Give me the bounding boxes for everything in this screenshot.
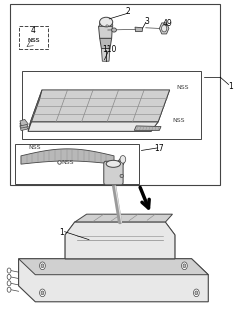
Circle shape: [183, 264, 186, 268]
Polygon shape: [100, 38, 112, 49]
Text: 49: 49: [163, 20, 173, 28]
Text: 110: 110: [102, 45, 116, 54]
Ellipse shape: [120, 174, 123, 178]
Polygon shape: [30, 90, 170, 122]
Polygon shape: [18, 259, 208, 302]
Circle shape: [40, 262, 45, 270]
Circle shape: [7, 268, 11, 273]
Text: 3: 3: [145, 17, 150, 26]
Circle shape: [182, 262, 187, 270]
Polygon shape: [151, 90, 170, 131]
Circle shape: [7, 281, 11, 286]
Polygon shape: [28, 90, 42, 131]
Text: NSS: NSS: [27, 38, 40, 43]
FancyBboxPatch shape: [18, 26, 48, 50]
Text: NSS: NSS: [61, 160, 74, 165]
Ellipse shape: [100, 17, 113, 27]
Circle shape: [41, 264, 44, 268]
Text: 1: 1: [228, 82, 233, 91]
Text: NSS: NSS: [28, 145, 41, 150]
Circle shape: [7, 287, 11, 292]
Text: NSS: NSS: [27, 38, 40, 43]
Polygon shape: [75, 214, 173, 222]
FancyBboxPatch shape: [22, 71, 201, 139]
Circle shape: [7, 274, 11, 279]
Polygon shape: [28, 100, 162, 131]
Polygon shape: [20, 119, 28, 126]
Polygon shape: [18, 259, 208, 275]
Polygon shape: [21, 149, 114, 164]
Circle shape: [41, 291, 44, 295]
Polygon shape: [20, 124, 28, 131]
Ellipse shape: [112, 28, 116, 32]
Polygon shape: [28, 122, 158, 131]
Polygon shape: [20, 122, 28, 128]
Ellipse shape: [106, 25, 108, 27]
FancyBboxPatch shape: [104, 161, 123, 185]
FancyBboxPatch shape: [10, 4, 220, 186]
Text: NSS: NSS: [176, 85, 189, 90]
FancyBboxPatch shape: [15, 144, 139, 184]
Circle shape: [195, 291, 198, 295]
Polygon shape: [99, 22, 113, 26]
Text: 1: 1: [59, 228, 64, 237]
Polygon shape: [65, 222, 175, 259]
Polygon shape: [134, 126, 161, 130]
Text: 4: 4: [30, 26, 35, 35]
Polygon shape: [65, 222, 175, 259]
Circle shape: [162, 25, 167, 32]
Circle shape: [120, 156, 126, 163]
Text: 2: 2: [126, 7, 131, 16]
Polygon shape: [135, 27, 143, 32]
Circle shape: [193, 289, 199, 297]
Polygon shape: [116, 158, 125, 165]
Polygon shape: [101, 49, 110, 61]
Circle shape: [40, 289, 45, 297]
Polygon shape: [99, 26, 112, 38]
Ellipse shape: [106, 160, 120, 167]
Text: 17: 17: [155, 144, 164, 153]
Text: NSS: NSS: [173, 118, 185, 123]
